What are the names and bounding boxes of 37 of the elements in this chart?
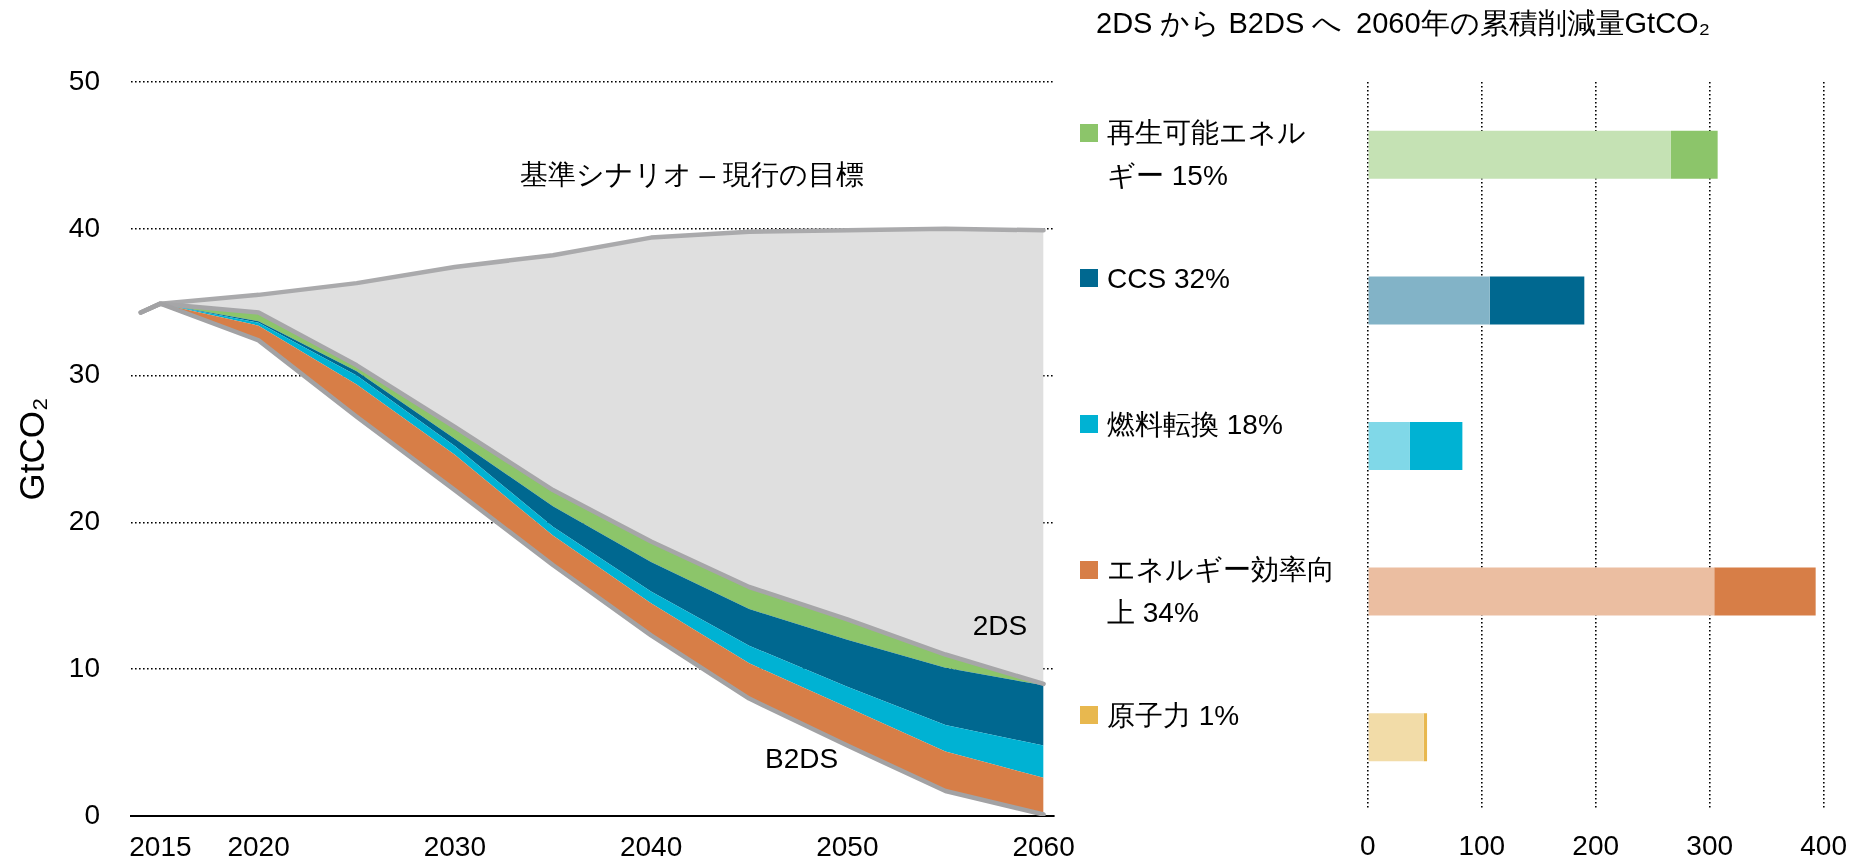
bar	[1368, 276, 1490, 325]
y-tick-label: 30	[68, 358, 100, 390]
series-label: B2DS	[764, 743, 839, 775]
y-tick-label: エネルギー効率向上 34%	[1107, 553, 1336, 631]
x-tick-label: 2040	[619, 830, 683, 862]
y-tick-label: 20	[68, 505, 100, 537]
x-tick-label: 2020	[227, 830, 290, 862]
x-tick-label: 2015	[129, 830, 192, 862]
y-axis-title: GtCO₂	[11, 397, 51, 501]
series-label: 基準シナリオ – 現行の目標	[519, 158, 864, 190]
bar	[1368, 421, 1410, 471]
chart-subtitle: 2060年の累積削減量GtCO₂	[1356, 6, 1710, 41]
bar	[1714, 567, 1816, 616]
x-tick-label: 200	[1572, 829, 1620, 861]
y-tick-label: 燃料転換 18%	[1107, 407, 1284, 442]
x-tick-label: 2060	[1012, 830, 1075, 862]
y-tick-label: 40	[68, 211, 100, 243]
bar	[1368, 713, 1424, 762]
bar	[1409, 421, 1463, 471]
y-tick-label: 原子力 1%	[1107, 698, 1241, 733]
bar	[1368, 567, 1715, 616]
series-label: 2DS	[972, 609, 1028, 641]
x-tick-label: 300	[1686, 829, 1734, 861]
bar	[1368, 130, 1671, 179]
bar	[1489, 276, 1585, 325]
chart-title: 2DS から B2DS へ	[1096, 6, 1343, 41]
x-tick-label: 100	[1458, 829, 1506, 861]
y-tick-label: CCS 32%	[1107, 261, 1231, 296]
x-tick-label: 400	[1800, 829, 1847, 861]
x-tick-label: 2030	[423, 830, 486, 862]
y-tick-label: 再生可能エネルギー 15%	[1107, 116, 1307, 194]
y-tick-label: 0	[84, 798, 100, 830]
y-tick-label: 50	[68, 64, 100, 96]
x-tick-label: 2050	[816, 830, 879, 862]
x-tick-label: 0	[1360, 829, 1376, 861]
y-tick-label: 10	[68, 651, 100, 683]
bar	[1670, 130, 1718, 179]
